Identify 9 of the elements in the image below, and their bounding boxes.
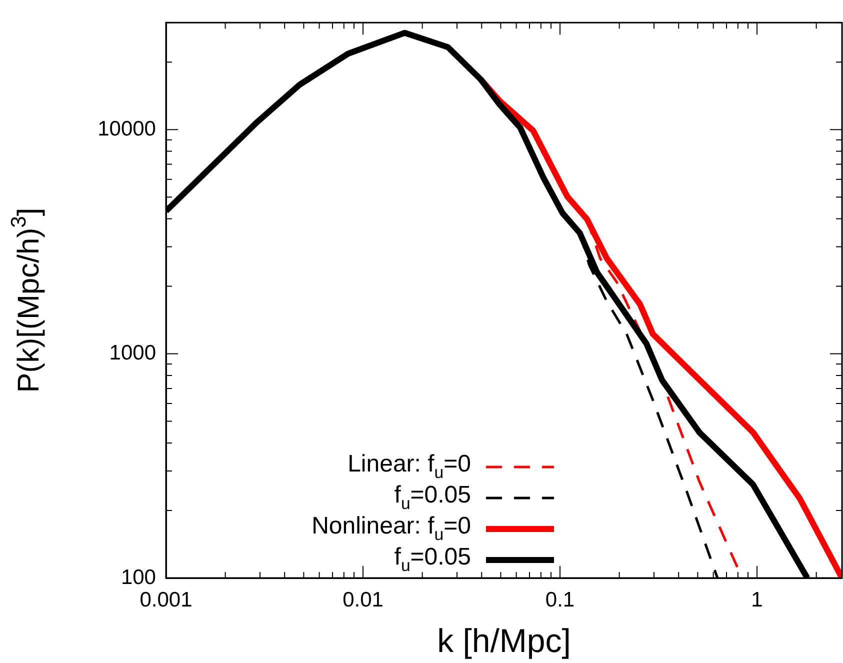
x-tick-label: 0.01 (342, 588, 384, 612)
x-tick-label: 0.1 (545, 588, 575, 612)
y-axis-title: P(k)[(Mpc/h)3] (7, 208, 46, 393)
x-axis-title: k [h/Mpc] (437, 622, 571, 660)
y-tick-label: 10000 (98, 117, 156, 140)
x-tick-label: 1 (751, 588, 763, 612)
y-tick-label: 1000 (109, 342, 156, 365)
y-tick-label: 100 (120, 566, 156, 589)
x-tick-label: 0.001 (140, 588, 192, 612)
